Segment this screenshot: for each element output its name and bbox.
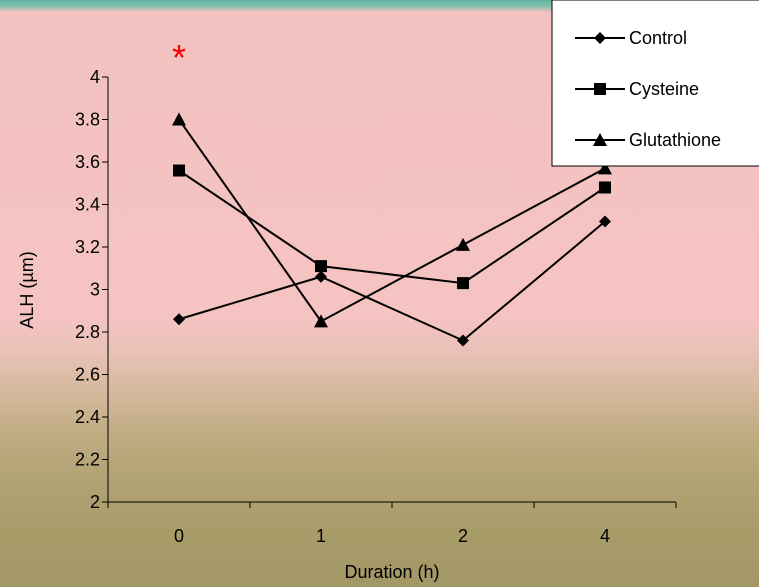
x-tick-label: 1 xyxy=(316,526,326,546)
data-point-cysteine xyxy=(599,181,611,194)
y-tick-label: 4 xyxy=(90,67,100,87)
series-line-glutathione xyxy=(178,118,606,323)
y-tick-label: 3.4 xyxy=(75,195,100,215)
y-tick-label: 3 xyxy=(90,280,100,300)
series-line-cysteine xyxy=(178,169,606,285)
legend-marker-cysteine xyxy=(594,83,606,95)
legend-marker-control xyxy=(594,32,606,44)
legend-marker-glutathione xyxy=(593,133,607,146)
x-axis-title: Duration (h) xyxy=(344,562,439,582)
y-tick-label: 2.8 xyxy=(75,322,100,342)
data-point-cysteine xyxy=(315,260,327,273)
legend: Control Cysteine Glutathione xyxy=(551,0,759,167)
y-ticks: 2 2.2 2.4 2.6 2.8 3 3.2 3.4 3.6 3.8 4 xyxy=(75,67,108,512)
data-point-control xyxy=(457,334,469,347)
data-point-glutathione xyxy=(456,237,470,251)
x-tick-label: 4 xyxy=(600,526,610,546)
data-point-glutathione xyxy=(598,161,612,175)
y-tick-label: 3.2 xyxy=(75,237,100,257)
y-tick-label: 3.8 xyxy=(75,110,100,130)
y-tick-label: 2.6 xyxy=(75,365,100,385)
y-tick-label: 2.2 xyxy=(75,450,100,470)
data-point-control xyxy=(315,270,327,283)
plot-area: 2 2.2 2.4 2.6 2.8 3 3.2 3.4 3.6 3.8 4 0 1 2 4 * xyxy=(75,37,677,546)
data-point-control xyxy=(599,215,611,228)
data-point-cysteine xyxy=(457,277,469,290)
series-group xyxy=(172,112,612,347)
legend-label-glutathione: Glutathione xyxy=(629,130,721,150)
x-ticks: 0 1 2 4 xyxy=(107,502,677,546)
data-point-glutathione xyxy=(314,314,328,328)
data-point-control xyxy=(173,313,185,326)
y-tick-label: 3.6 xyxy=(75,152,100,172)
significance-annotation: * xyxy=(172,37,186,78)
series-line-control xyxy=(178,220,606,342)
legend-label-cysteine: Cysteine xyxy=(629,79,699,99)
data-point-glutathione xyxy=(172,112,186,126)
data-point-cysteine xyxy=(173,164,185,177)
x-tick-label: 0 xyxy=(174,526,184,546)
legend-items: Control Cysteine Glutathione xyxy=(575,28,721,150)
y-tick-label: 2 xyxy=(90,492,100,512)
x-tick-label: 2 xyxy=(458,526,468,546)
y-tick-label: 2.4 xyxy=(75,407,100,427)
legend-label-control: Control xyxy=(629,28,687,48)
legend-box xyxy=(551,0,759,167)
y-axis-title: ALH (µm) xyxy=(17,251,37,328)
